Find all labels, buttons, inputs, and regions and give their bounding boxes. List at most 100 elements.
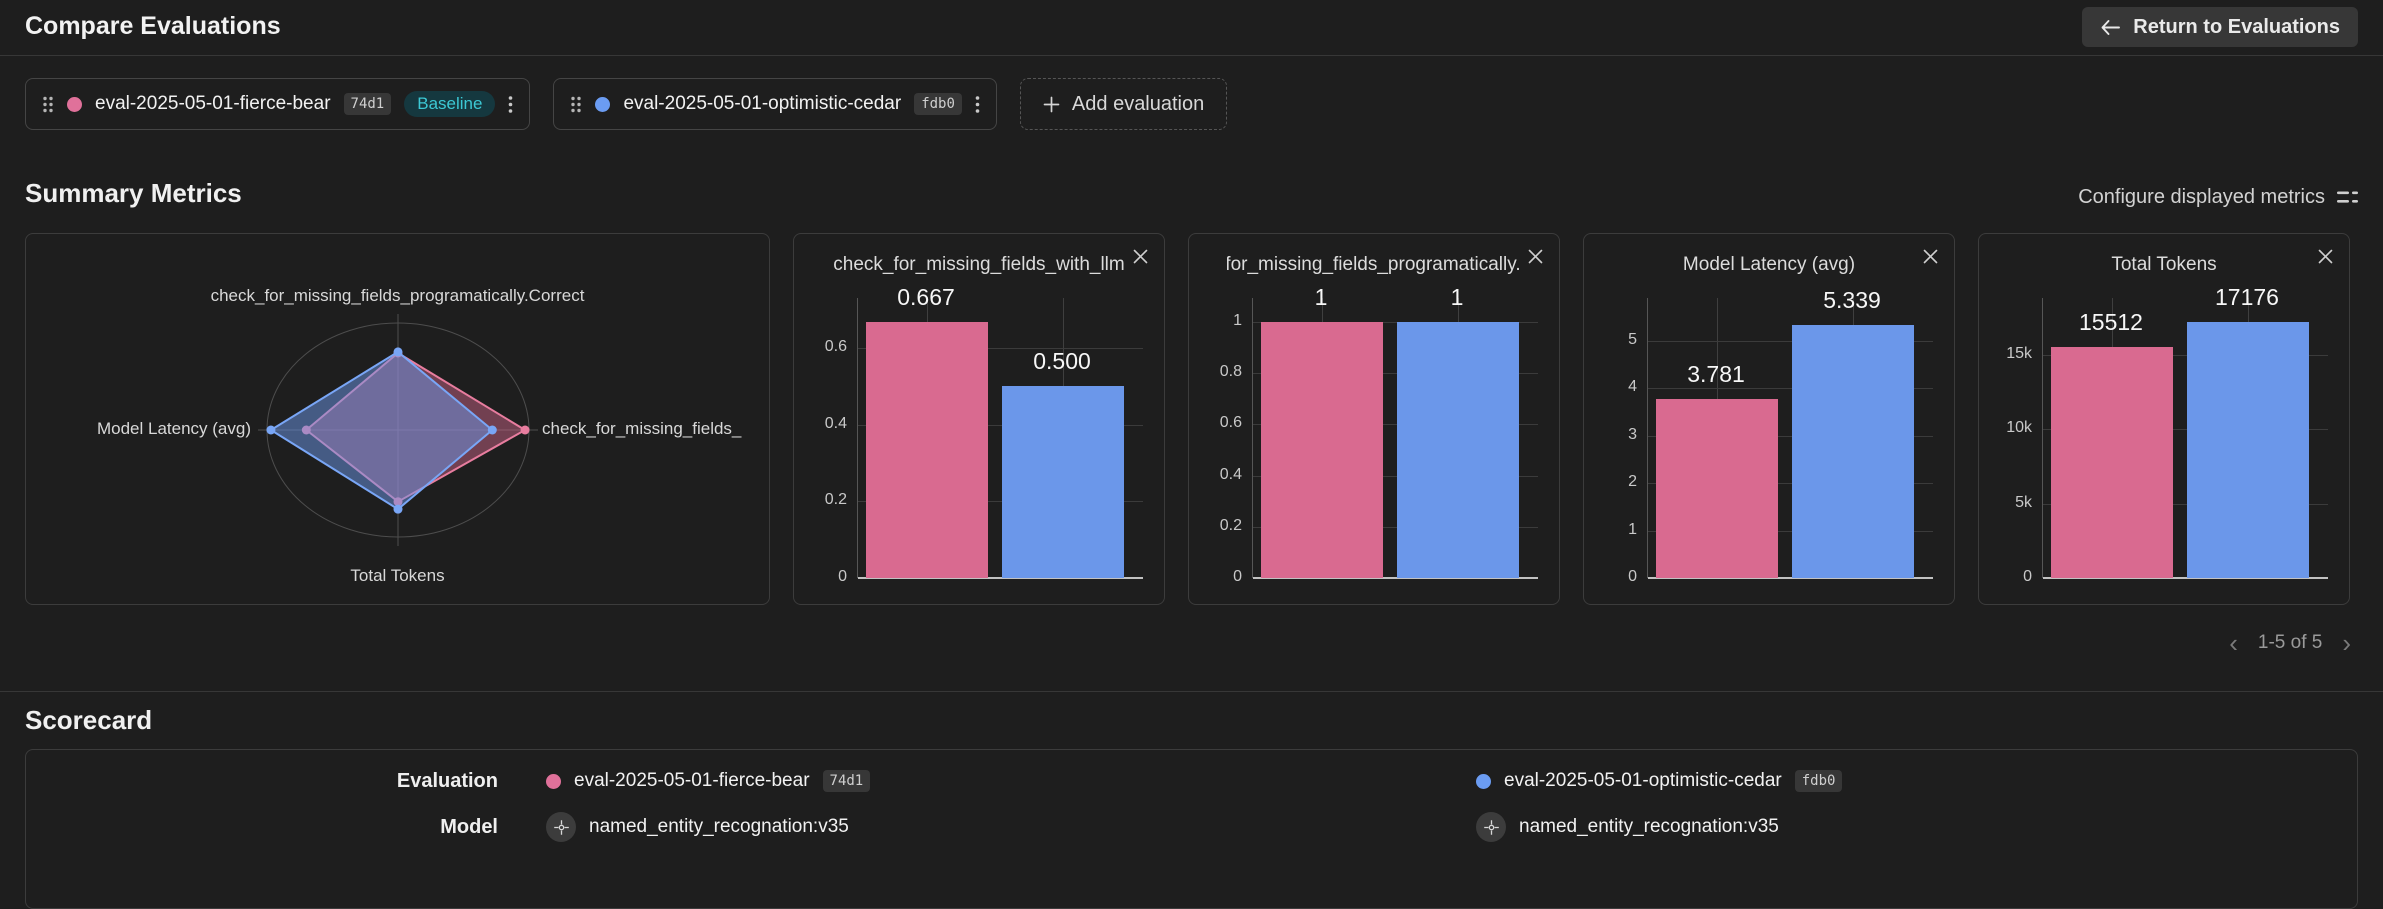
x-axis-line [1648, 577, 1933, 579]
bar-eval-2025-05-01-optimistic-cedar[interactable] [1002, 386, 1124, 578]
evaluation-chip-compare[interactable]: eval-2025-05-01-optimistic-cedar fdb0 [553, 78, 997, 130]
model-name: named_entity_recognation:v35 [589, 816, 849, 837]
evaluation-hash-badge: fdb0 [914, 93, 962, 115]
horizontal-gridline [1648, 435, 1933, 437]
scorecard-evaluation-cell: eval-2025-05-01-optimistic-cedar fdb0 [1428, 770, 2357, 792]
radar-chart [258, 314, 538, 546]
metric-card-title: check_for_missing_fields_with_llm [832, 254, 1126, 280]
y-axis-tick-label: 1 [1233, 312, 1242, 330]
radar-axis-label-top: check_for_missing_fields_programatically… [210, 286, 585, 305]
arrow-left-icon [2100, 19, 2121, 36]
bar-eval-2025-05-01-fierce-bear[interactable] [1656, 398, 1778, 578]
horizontal-gridline [1648, 388, 1933, 390]
model-icon [546, 812, 576, 842]
scorecard-row-label: Model [440, 815, 498, 838]
scorecard-row-model: Model named_entity_recognation:v35 named… [26, 804, 2357, 850]
bar-value-label: 3.781 [1687, 360, 1745, 387]
metric-card-title: Model Latency (avg) [1622, 254, 1916, 280]
model-name: named_entity_recognation:v35 [1519, 816, 1779, 837]
y-axis-tick-label: 0.2 [824, 491, 847, 509]
x-axis-line [858, 577, 1143, 579]
y-axis-tick-label: 0.8 [1219, 363, 1242, 381]
horizontal-gridline [1253, 526, 1538, 528]
radar-chart-card: check_for_missing_fields_programatically… [25, 233, 770, 605]
evaluation-hash-badge: 74d1 [343, 93, 392, 115]
y-axis-tick-label: 0.6 [1219, 414, 1242, 432]
evaluation-name: eval-2025-05-01-optimistic-cedar [623, 93, 902, 114]
add-evaluation-label: Add evaluation [1071, 92, 1205, 115]
kebab-menu-icon[interactable] [975, 95, 980, 114]
kebab-menu-icon[interactable] [508, 95, 513, 114]
close-card-button[interactable] [1524, 245, 1546, 267]
y-axis-tick-label: 0 [838, 568, 847, 585]
series-color-dot [1476, 773, 1491, 789]
scorecard-title: Scorecard [25, 705, 153, 735]
metric-card-Model Latency (avg): Model Latency (avg) 0 1 2 3 4 5 3.781 5.339 [1583, 233, 1955, 605]
horizontal-gridline [858, 347, 1143, 349]
bar-value-label: 0.500 [1033, 348, 1091, 375]
bar-eval-2025-05-01-fierce-bear[interactable] [866, 322, 988, 578]
drag-handle-icon[interactable] [570, 95, 582, 114]
bar-eval-2025-05-01-optimistic-cedar[interactable] [1792, 324, 1914, 578]
bar-chart-plot [857, 298, 1143, 579]
section-divider [0, 691, 2383, 692]
scorecard-row-evaluation: Evaluation eval-2025-05-01-fierce-bear 7… [26, 758, 2357, 804]
cards-pagination: ‹ 1-5 of 5 › [2229, 630, 2351, 656]
evaluation-chips-row: eval-2025-05-01-fierce-bear 74d1 Baselin… [25, 78, 1228, 130]
horizontal-gridline [1253, 475, 1538, 477]
series-color-dot [67, 96, 82, 112]
evaluation-hash-badge: 74d1 [822, 770, 871, 792]
scorecard-model-cell: named_entity_recognation:v35 [498, 812, 1428, 842]
horizontal-gridline [1253, 373, 1538, 375]
y-axis-tick-label: 3 [1628, 425, 1637, 443]
pagination-range: 1-5 of 5 [2257, 632, 2323, 653]
metric-card-title-text: check_for_missing_fields_with_llm [833, 254, 1125, 275]
close-card-button[interactable] [2314, 245, 2336, 267]
metric-card-check_for_missing_fields_with_llm: check_for_missing_fields_with_llm 0 0.2 0.4… [793, 233, 1165, 605]
metric-card-Total Tokens: Total Tokens 0 5k 10k 15k 15512 17176 [1978, 233, 2350, 605]
horizontal-gridline [2043, 354, 2328, 356]
metric-card-title: Total Tokens [2017, 254, 2311, 280]
page-title: Compare Evaluations [25, 12, 281, 40]
pagination-prev-icon[interactable]: ‹ [2229, 628, 2238, 658]
series-color-dot [595, 96, 611, 112]
bar-eval-2025-05-01-optimistic-cedar[interactable] [2187, 322, 2309, 578]
evaluation-name: eval-2025-05-01-optimistic-cedar [1504, 770, 1782, 791]
metric-card-title: check_for_missing_fields_programatically… [1227, 254, 1521, 280]
bar-value-label: 0.667 [897, 284, 955, 311]
y-axis-tick-label: 0 [1628, 568, 1637, 585]
scorecard-evaluation-cell: eval-2025-05-01-fierce-bear 74d1 [498, 770, 1428, 792]
configure-displayed-metrics-button[interactable]: Configure displayed metrics [2078, 186, 2358, 209]
configure-label: Configure displayed metrics [2078, 186, 2325, 208]
bar-eval-2025-05-01-fierce-bear[interactable] [1261, 322, 1383, 578]
y-axis-tick-label: 0.6 [824, 337, 847, 355]
evaluation-chip-baseline[interactable]: eval-2025-05-01-fierce-bear 74d1 Baselin… [25, 78, 531, 130]
evaluation-name: eval-2025-05-01-fierce-bear [95, 93, 331, 114]
radar-axis-label-right: check_for_missing_fields_ [542, 419, 742, 438]
plus-icon [1043, 96, 1060, 113]
add-evaluation-button[interactable]: Add evaluation [1019, 78, 1228, 130]
metric-card-check_for_missing_fields_programatically.Correct: check_for_missing_fields_programatically… [1188, 233, 1560, 605]
header-divider [0, 55, 2383, 56]
bar-eval-2025-05-01-fierce-bear[interactable] [2051, 346, 2173, 578]
pagination-next-icon[interactable]: › [2342, 628, 2351, 658]
radar-series-eval-2025-05-01-optimistic-cedar [269, 350, 494, 511]
close-card-button[interactable] [1129, 245, 1151, 267]
close-card-button[interactable] [1919, 245, 1941, 267]
horizontal-gridline [1648, 530, 1933, 532]
drag-handle-icon[interactable] [42, 95, 54, 114]
scorecard-table: Evaluation eval-2025-05-01-fierce-bear 7… [25, 749, 2358, 909]
bar-eval-2025-05-01-optimistic-cedar[interactable] [1397, 322, 1519, 578]
return-to-evaluations-button[interactable]: Return to Evaluations [2082, 7, 2358, 47]
x-axis-line [2043, 577, 2328, 579]
bar-chart-plot [1647, 298, 1933, 579]
bar-value-label: 1 [1450, 284, 1464, 311]
horizontal-gridline [1253, 424, 1538, 426]
bar-value-label: 5.339 [1823, 286, 1881, 313]
baseline-badge: Baseline [404, 91, 496, 117]
y-axis-tick-label: 4 [1628, 378, 1637, 396]
x-axis-line [1253, 577, 1538, 579]
summary-metric-cards-row: check_for_missing_fields_programatically… [25, 233, 2350, 605]
y-axis-tick-label: 0 [2023, 568, 2032, 585]
horizontal-gridline [1648, 340, 1933, 342]
